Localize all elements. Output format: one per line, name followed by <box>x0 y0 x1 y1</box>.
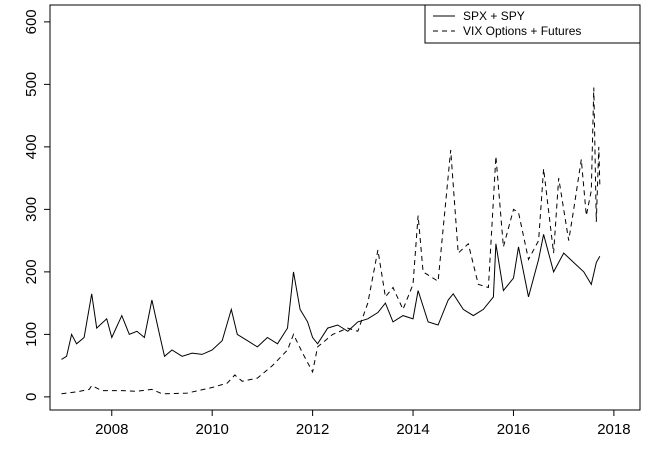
x-tick-label: 2012 <box>296 421 329 438</box>
y-tick-label: 400 <box>23 134 40 159</box>
x-tick-label: 2014 <box>396 421 429 438</box>
series-line <box>61 87 601 395</box>
y-tick-label: 600 <box>23 9 40 34</box>
x-tick-label: 2008 <box>95 421 128 438</box>
plot-frame <box>49 4 641 411</box>
legend-label: SPX + SPY <box>463 9 525 23</box>
y-tick-label: 100 <box>23 322 40 347</box>
x-tick-label: 2018 <box>597 421 630 438</box>
y-tick-label: 300 <box>23 197 40 222</box>
y-tick-label: 200 <box>23 259 40 284</box>
y-tick-label: 500 <box>23 72 40 97</box>
legend-label: VIX Options + Futures <box>463 24 581 38</box>
x-tick-label: 2010 <box>195 421 228 438</box>
y-tick-label: 0 <box>23 393 40 401</box>
series-line <box>61 234 601 360</box>
legend-box <box>424 4 641 44</box>
x-tick-label: 2016 <box>497 421 530 438</box>
